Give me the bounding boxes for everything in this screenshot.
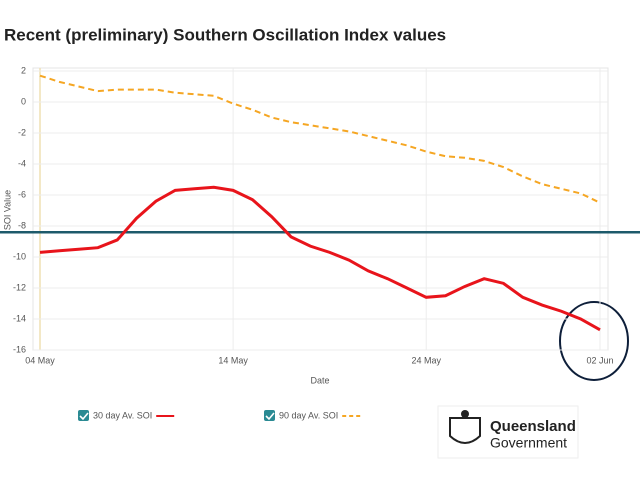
y-tick-label: -16 xyxy=(13,344,26,354)
y-tick-label: -14 xyxy=(13,313,26,323)
logo: Queensland Government xyxy=(437,405,579,459)
legend-check xyxy=(79,412,89,421)
legend-checkbox[interactable] xyxy=(78,410,89,421)
y-tick-label: -4 xyxy=(18,158,26,168)
y-tick-label: 2 xyxy=(21,65,26,75)
highlight-circle xyxy=(559,301,629,381)
logo-text: Government xyxy=(490,435,567,451)
plot-frame xyxy=(32,67,609,351)
logo-crest xyxy=(449,417,481,444)
logo-text: Queensland xyxy=(490,418,576,435)
x-tick-label: 04 May xyxy=(25,355,55,365)
y-tick-label: -10 xyxy=(13,251,26,261)
legend-label[interactable]: 30 day Av. SOI xyxy=(93,410,152,420)
legend-checkbox[interactable] xyxy=(264,410,275,421)
logo-crown xyxy=(461,410,469,418)
legend-check xyxy=(265,412,275,421)
x-axis-label: Date xyxy=(310,375,329,385)
y-axis-label: SOI Value xyxy=(2,190,12,230)
x-tick-label: 02 Jun xyxy=(586,355,613,365)
series-line xyxy=(39,185,601,332)
series-line xyxy=(39,74,601,204)
y-tick-label: 0 xyxy=(21,96,26,106)
y-tick-label: -6 xyxy=(18,189,26,199)
legend-label[interactable]: 90 day Av. SOI xyxy=(279,410,338,420)
y-tick-label: -12 xyxy=(13,282,26,292)
chart-title: Recent (preliminary) Southern Oscillatio… xyxy=(4,25,446,44)
x-tick-label: 24 May xyxy=(411,355,441,365)
y-tick-label: -2 xyxy=(18,127,26,137)
x-tick-label: 14 May xyxy=(218,355,248,365)
y-tick-label: -8 xyxy=(18,220,26,230)
